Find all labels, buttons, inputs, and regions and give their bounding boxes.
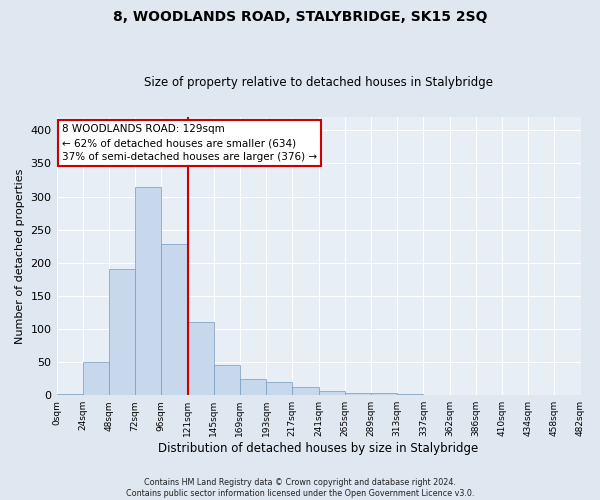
Bar [109,270,135,395]
Bar [56,394,83,395]
Bar [449,394,476,395]
Bar [135,186,161,395]
Bar [266,382,292,395]
Bar [371,393,397,395]
Bar [345,393,371,395]
Bar [188,322,214,395]
Text: 8 WOODLANDS ROAD: 129sqm
← 62% of detached houses are smaller (634)
37% of semi-: 8 WOODLANDS ROAD: 129sqm ← 62% of detach… [62,124,317,162]
Y-axis label: Number of detached properties: Number of detached properties [15,168,25,344]
Title: Size of property relative to detached houses in Stalybridge: Size of property relative to detached ho… [144,76,493,90]
Bar [397,394,424,395]
Bar [424,394,449,395]
X-axis label: Distribution of detached houses by size in Stalybridge: Distribution of detached houses by size … [158,442,479,455]
Bar [240,378,266,395]
Bar [83,362,109,395]
Bar [319,390,345,395]
Text: Contains HM Land Registry data © Crown copyright and database right 2024.
Contai: Contains HM Land Registry data © Crown c… [126,478,474,498]
Bar [214,366,240,395]
Bar [554,394,580,395]
Bar [161,244,188,395]
Bar [292,386,319,395]
Text: 8, WOODLANDS ROAD, STALYBRIDGE, SK15 2SQ: 8, WOODLANDS ROAD, STALYBRIDGE, SK15 2SQ [113,10,487,24]
